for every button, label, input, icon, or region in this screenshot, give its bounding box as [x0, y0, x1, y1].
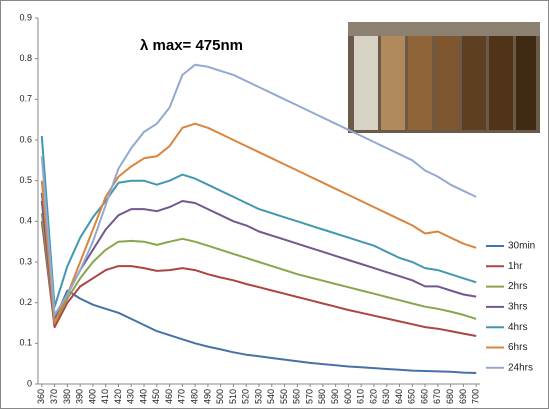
y-tick-label: 0: [27, 378, 32, 388]
y-tick-label: 0.8: [19, 53, 32, 63]
x-tick-label: 370: [49, 389, 59, 404]
x-tick-label: 620: [368, 389, 378, 404]
chart: λ max= 475nm 0 0.1 0.2 0.3 0.4 0.5 0.6 0.7 0.8 0.…: [0, 0, 549, 409]
x-tick-label: 360: [36, 389, 46, 404]
legend-label: 24hrs: [508, 362, 533, 373]
legend-label: 4hrs: [508, 322, 527, 333]
y-tick-label: 0.3: [19, 256, 32, 266]
x-tick-label: 480: [190, 389, 200, 404]
x-tick-label: 410: [100, 389, 110, 404]
photo-inset: [348, 22, 540, 133]
x-tick-label: 520: [241, 389, 251, 404]
legend-label: 30min: [508, 241, 535, 252]
legend-label: 3hrs: [508, 302, 527, 313]
x-tick-label: 390: [75, 389, 85, 404]
x-tick-label: 590: [330, 389, 340, 404]
x-tick-label: 510: [228, 389, 238, 404]
y-tick-label: 0.2: [19, 297, 32, 307]
y-tick-label: 0.5: [19, 175, 32, 185]
x-tick-label: 610: [356, 389, 366, 404]
legend-label: 6hrs: [508, 342, 527, 353]
x-tick-label: 580: [317, 389, 327, 404]
x-tick-label: 380: [62, 389, 72, 404]
x-tick-label: 690: [458, 389, 468, 404]
legend-label: 2hrs: [508, 281, 527, 292]
x-tick-label: 450: [151, 389, 161, 404]
x-tick-label: 630: [381, 389, 391, 404]
x-tick-label: 420: [113, 389, 123, 404]
x-tick-label: 540: [266, 389, 276, 404]
x-tick-label: 570: [304, 389, 314, 404]
x-tick-label: 660: [419, 389, 429, 404]
x-tick-label: 670: [432, 389, 442, 404]
x-tick-label: 490: [202, 389, 212, 404]
x-tick-label: 530: [253, 389, 263, 404]
x-tick-label: 460: [164, 389, 174, 404]
x-tick-label: 500: [215, 389, 225, 404]
x-tick-label: 640: [394, 389, 404, 404]
y-tick-label: 0.1: [19, 338, 32, 348]
x-tick-label: 680: [445, 389, 455, 404]
y-tick-label: 0.4: [19, 216, 32, 226]
x-tick-label: 470: [177, 389, 187, 404]
y-tick-label: 0.9: [19, 12, 32, 22]
x-tick-label: 400: [87, 389, 97, 404]
y-tick-label: 0.7: [19, 94, 32, 104]
x-tick-label: 430: [126, 389, 136, 404]
x-tick-label: 440: [138, 389, 148, 404]
x-tick-label: 560: [292, 389, 302, 404]
x-tick-label: 650: [407, 389, 417, 404]
y-tick-label: 0.6: [19, 134, 32, 144]
annotation: λ max= 475nm: [140, 37, 243, 54]
x-tick-label: 700: [471, 389, 481, 404]
x-tick-label: 550: [279, 389, 289, 404]
x-tick-label: 600: [343, 389, 353, 404]
legend-label: 1hr: [508, 261, 523, 272]
